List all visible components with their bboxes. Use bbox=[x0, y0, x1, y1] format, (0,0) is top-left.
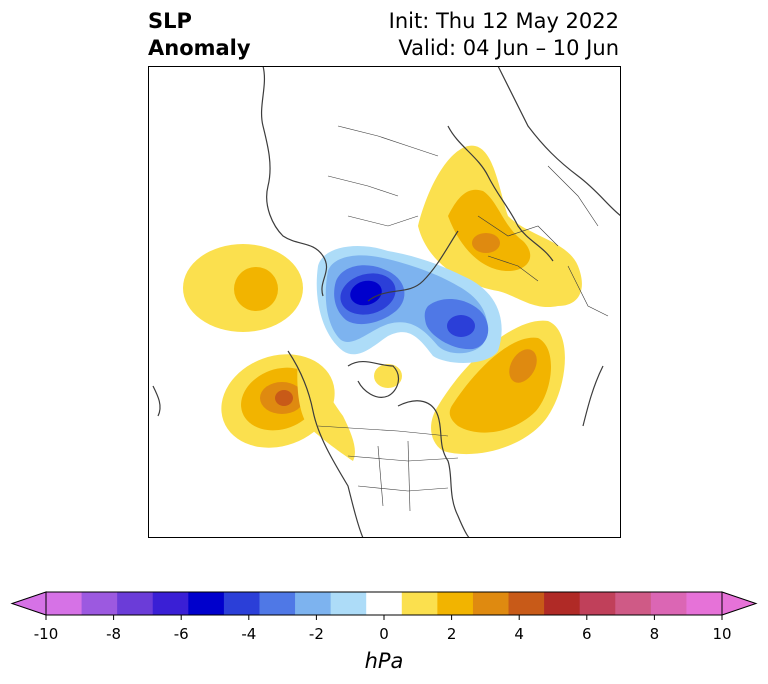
colorbar-extend-low bbox=[10, 591, 47, 616]
positive-anomaly-gulf-of-alaska bbox=[148, 244, 303, 332]
colorbar-swatch bbox=[579, 592, 616, 615]
colorbar-tick-label: -6 bbox=[174, 625, 189, 643]
colorbar-swatch bbox=[152, 592, 189, 615]
colorbar-tick-label: -10 bbox=[34, 625, 59, 643]
colorbar-tick-label: 2 bbox=[447, 625, 457, 643]
colorbar-swatch bbox=[650, 592, 687, 615]
map-frame bbox=[148, 66, 621, 538]
valid-date: Valid: 04 Jun – 10 Jun bbox=[398, 36, 619, 60]
colorbar-swatch bbox=[295, 592, 332, 615]
colorbar-swatch bbox=[686, 592, 723, 615]
colorbar-swatch bbox=[81, 592, 118, 615]
colorbar-swatch bbox=[330, 592, 367, 615]
colorbar-tick-label: -4 bbox=[241, 625, 256, 643]
colorbar-ticks: -10 -8 -6 -4 -2 0 2 4 6 8 10 bbox=[34, 615, 732, 643]
positive-anomaly-western-canada bbox=[297, 356, 355, 461]
colorbar-swatches bbox=[46, 592, 723, 615]
colorbar-tick-label: -8 bbox=[106, 625, 121, 643]
colorbar-tick-label: 0 bbox=[379, 625, 389, 643]
political-borders bbox=[317, 125, 609, 512]
colorbar-swatch bbox=[117, 592, 154, 615]
colorbar-swatch bbox=[544, 592, 581, 615]
colorbar-swatch bbox=[223, 592, 260, 615]
slp-anomaly-map bbox=[148, 66, 621, 538]
colorbar-swatch bbox=[508, 592, 545, 615]
positive-anomaly-eurasia bbox=[418, 145, 582, 308]
colorbar-swatch bbox=[437, 592, 474, 615]
colorbar-tick-label: 8 bbox=[650, 625, 660, 643]
title-variable-line2: Anomaly bbox=[148, 36, 251, 60]
colorbar-swatch bbox=[472, 592, 510, 615]
colorbar-swatch bbox=[401, 592, 438, 615]
colorbar-tick-label: 10 bbox=[712, 625, 731, 643]
map-title: SLP Anomaly bbox=[148, 8, 251, 62]
init-date: Init: Thu 12 May 2022 bbox=[388, 9, 619, 33]
coastlines bbox=[152, 66, 621, 538]
colorbar-unit-label: hPa bbox=[365, 649, 404, 673]
colorbar-extend-high bbox=[721, 591, 758, 616]
positive-anomaly-hudson-bay bbox=[374, 364, 402, 388]
positive-anomaly-north-atlantic bbox=[431, 320, 565, 455]
colorbar-swatch bbox=[366, 592, 403, 615]
colorbar-swatch bbox=[259, 592, 296, 615]
colorbar-tick-label: -2 bbox=[309, 625, 324, 643]
colorbar-swatch bbox=[615, 592, 652, 615]
title-variable-line1: SLP bbox=[148, 9, 192, 33]
colorbar-swatch bbox=[188, 592, 225, 615]
colorbar-tick-label: 4 bbox=[514, 625, 524, 643]
negative-anomaly-arctic bbox=[316, 246, 502, 363]
colorbar-swatch bbox=[46, 592, 83, 615]
colorbar: -10 -8 -6 -4 -2 0 2 4 6 8 10 hPa bbox=[10, 591, 758, 673]
colorbar-tick-label: 6 bbox=[582, 625, 592, 643]
map-dates: Init: Thu 12 May 2022 Valid: 04 Jun – 10… bbox=[389, 8, 619, 62]
